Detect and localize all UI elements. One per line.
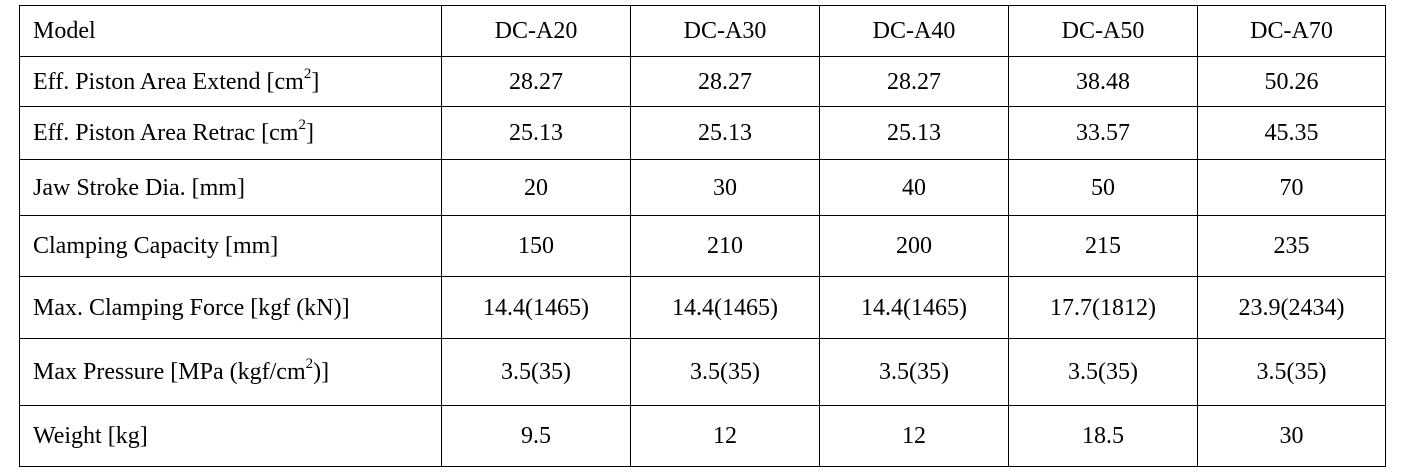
table-cell: 3.5(35) <box>819 338 1009 406</box>
table-row: Clamping Capacity [mm] 150 210 200 215 2… <box>19 215 1386 277</box>
table-cell: 28.27 <box>819 56 1009 107</box>
table-cell: 3.5(35) <box>1197 338 1386 406</box>
row-label-weight: Weight [kg] <box>19 405 442 467</box>
table-cell: 40 <box>819 159 1009 216</box>
table-cell: 28.27 <box>630 56 820 107</box>
row-label-suffix: ] <box>305 120 314 146</box>
row-label-text: Weight [kg] <box>33 423 148 449</box>
header-model-dc-a70: DC-A70 <box>1197 5 1386 57</box>
row-label-suffix: )] <box>313 359 330 385</box>
table-cell: 25.13 <box>819 106 1009 160</box>
table-cell: 3.5(35) <box>630 338 820 406</box>
row-label-piston-area-retrac: Eff. Piston Area Retrac [cm2] <box>19 106 442 160</box>
table-cell: 25.13 <box>441 106 631 160</box>
table-cell: 30 <box>630 159 820 216</box>
table-cell: 3.5(35) <box>441 338 631 406</box>
table-cell: 210 <box>630 215 820 277</box>
spec-table: Model DC-A20 DC-A30 DC-A40 DC-A50 DC-A70… <box>19 5 1386 467</box>
superscript: 2 <box>303 65 312 82</box>
header-model-dc-a20: DC-A20 <box>441 5 631 57</box>
row-label-max-clamping-force: Max. Clamping Force [kgf (kN)] <box>19 276 442 339</box>
table-cell: 18.5 <box>1008 405 1198 467</box>
table-row: Eff. Piston Area Extend [cm2] 28.27 28.2… <box>19 56 1386 107</box>
table-cell: 70 <box>1197 159 1386 216</box>
row-label-suffix: ] <box>311 68 320 95</box>
row-label-text: Eff. Piston Area Extend [cm <box>33 68 304 95</box>
header-model-dc-a40: DC-A40 <box>819 5 1009 57</box>
superscript: 2 <box>298 117 306 133</box>
table-cell: 20 <box>441 159 631 216</box>
row-label-text: Jaw Stroke Dia. [mm] <box>33 174 245 201</box>
table-cell: 23.9(2434) <box>1197 276 1386 339</box>
table-cell: 38.48 <box>1008 56 1198 107</box>
table-cell: 30 <box>1197 405 1386 467</box>
table-cell: 45.35 <box>1197 106 1386 160</box>
table-row: Max. Clamping Force [kgf (kN)] 14.4(1465… <box>19 276 1386 339</box>
table-cell: 215 <box>1008 215 1198 277</box>
table-cell: 12 <box>630 405 820 467</box>
table-cell: 33.57 <box>1008 106 1198 160</box>
row-label-text: Max Pressure [MPa (kgf/cm <box>33 359 306 385</box>
row-label-text: Clamping Capacity [mm] <box>33 233 279 259</box>
row-label-jaw-stroke: Jaw Stroke Dia. [mm] <box>19 159 442 216</box>
row-label-clamping-capacity: Clamping Capacity [mm] <box>19 215 442 277</box>
table-row: Jaw Stroke Dia. [mm] 20 30 40 50 70 <box>19 159 1386 216</box>
header-model-label: Model <box>19 5 442 57</box>
superscript: 2 <box>305 356 314 372</box>
table-cell: 50 <box>1008 159 1198 216</box>
header-model-dc-a30: DC-A30 <box>630 5 820 57</box>
table-cell: 200 <box>819 215 1009 277</box>
table-cell: 3.5(35) <box>1008 338 1198 406</box>
table-row: Eff. Piston Area Retrac [cm2] 25.13 25.1… <box>19 106 1386 160</box>
row-label-text: Eff. Piston Area Retrac [cm <box>33 120 299 146</box>
table-cell: 14.4(1465) <box>441 276 631 339</box>
table-cell: 14.4(1465) <box>819 276 1009 339</box>
table-cell: 28.27 <box>441 56 631 107</box>
row-label-max-pressure: Max Pressure [MPa (kgf/cm2)] <box>19 338 442 406</box>
table-cell: 17.7(1812) <box>1008 276 1198 339</box>
table-cell: 235 <box>1197 215 1386 277</box>
header-model-dc-a50: DC-A50 <box>1008 5 1198 57</box>
table-cell: 50.26 <box>1197 56 1386 107</box>
table-row: Max Pressure [MPa (kgf/cm2)] 3.5(35) 3.5… <box>19 338 1386 406</box>
table-cell: 12 <box>819 405 1009 467</box>
table-cell: 150 <box>441 215 631 277</box>
table-cell: 25.13 <box>630 106 820 160</box>
table-row: Weight [kg] 9.5 12 12 18.5 30 <box>19 405 1386 467</box>
table-cell: 14.4(1465) <box>630 276 820 339</box>
row-label-text: Max. Clamping Force [kgf (kN)] <box>33 294 350 321</box>
table-cell: 9.5 <box>441 405 631 467</box>
header-row: Model DC-A20 DC-A30 DC-A40 DC-A50 DC-A70 <box>19 5 1386 57</box>
row-label-piston-area-extend: Eff. Piston Area Extend [cm2] <box>19 56 442 107</box>
